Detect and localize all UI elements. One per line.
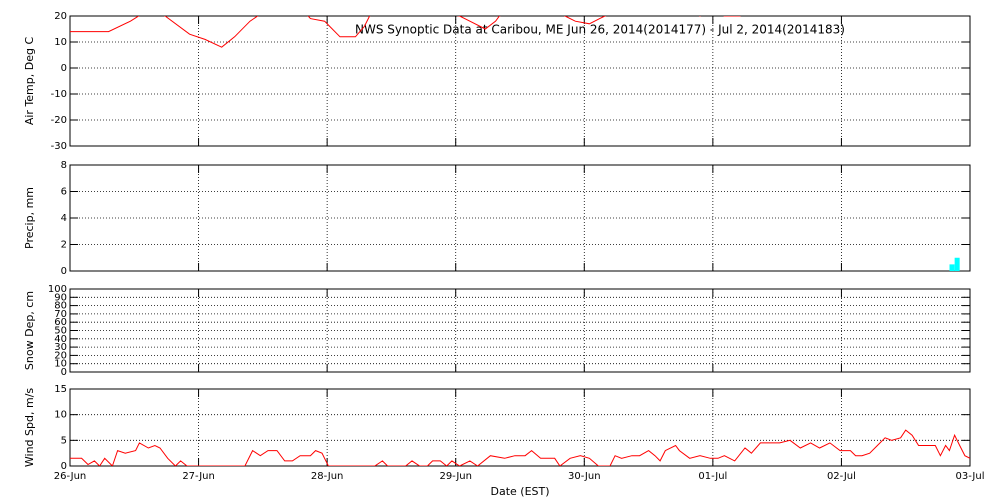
- x-tick-label: 29-Jun: [439, 471, 472, 482]
- y-tick-label: 4: [61, 213, 67, 224]
- x-tick-label: 02-Jul: [827, 471, 856, 482]
- y-tick-label: 90: [54, 292, 67, 303]
- data-line: [70, 16, 742, 48]
- x-tick-label: 30-Jun: [568, 471, 601, 482]
- panel: 0 2 4 6 8 Precip, mm: [23, 160, 971, 277]
- y-tick-label: 100: [48, 284, 67, 295]
- plot-frame: [69, 15, 971, 147]
- y-tick-label: 80: [54, 301, 67, 312]
- y-tick-label: 30: [54, 342, 67, 353]
- y-tick-label: 0: [61, 63, 67, 74]
- y-tick-label: 10: [54, 410, 67, 421]
- y-tick-label: 0: [61, 266, 67, 277]
- y-tick-label: 70: [54, 309, 67, 320]
- y-tick-label: 60: [54, 317, 67, 328]
- plot-frame: [69, 288, 971, 373]
- x-tick-label: 01-Jul: [698, 471, 727, 482]
- y-tick-label: 0: [61, 367, 67, 378]
- y-tick-label: -30: [51, 141, 67, 152]
- y-tick-label: 0: [61, 461, 67, 472]
- panel: -30 -20 -10 0 10 20 Air Temp, Deg C NWS Synopti…: [23, 11, 971, 152]
- y-axis-label: Air Temp, Deg C: [23, 37, 36, 126]
- bar: [949, 264, 955, 271]
- x-tick-label: 27-Jun: [182, 471, 215, 482]
- y-tick-label: -20: [51, 115, 67, 126]
- y-axis-label: Snow Dep, cm: [23, 291, 36, 370]
- x-tick-label: 28-Jun: [311, 471, 344, 482]
- plot-frame: [69, 388, 971, 467]
- y-axis-label: Precip, mm: [23, 187, 36, 249]
- y-tick-label: 10: [54, 359, 67, 370]
- y-tick-label: 20: [54, 350, 67, 361]
- y-tick-label: 40: [54, 334, 67, 345]
- y-tick-label: 10: [54, 37, 67, 48]
- panel: 0 5 10 15 26-Jun 27-Jun 28-Jun 29-Jun 30-Jun 01-J…: [23, 384, 984, 498]
- plot-frame: [69, 164, 971, 272]
- y-tick-label: -10: [51, 89, 67, 100]
- x-axis-label: Date (EST): [490, 485, 549, 498]
- y-tick-label: 5: [61, 435, 67, 446]
- y-axis-label: Wind Spd, m/s: [23, 388, 36, 468]
- x-tick-label: 03-Jul: [956, 471, 985, 482]
- y-tick-label: 20: [54, 11, 67, 22]
- y-tick-label: 50: [54, 326, 67, 337]
- bar: [954, 257, 960, 271]
- y-tick-label: 6: [61, 187, 67, 198]
- y-tick-label: 15: [54, 384, 67, 395]
- x-tick-label: 26-Jun: [54, 471, 87, 482]
- data-line: [70, 429, 970, 466]
- y-tick-label: 2: [61, 240, 67, 251]
- chart-title: NWS Synoptic Data at Caribou, ME Jun 26,…: [355, 23, 845, 37]
- y-tick-label: 8: [61, 160, 67, 171]
